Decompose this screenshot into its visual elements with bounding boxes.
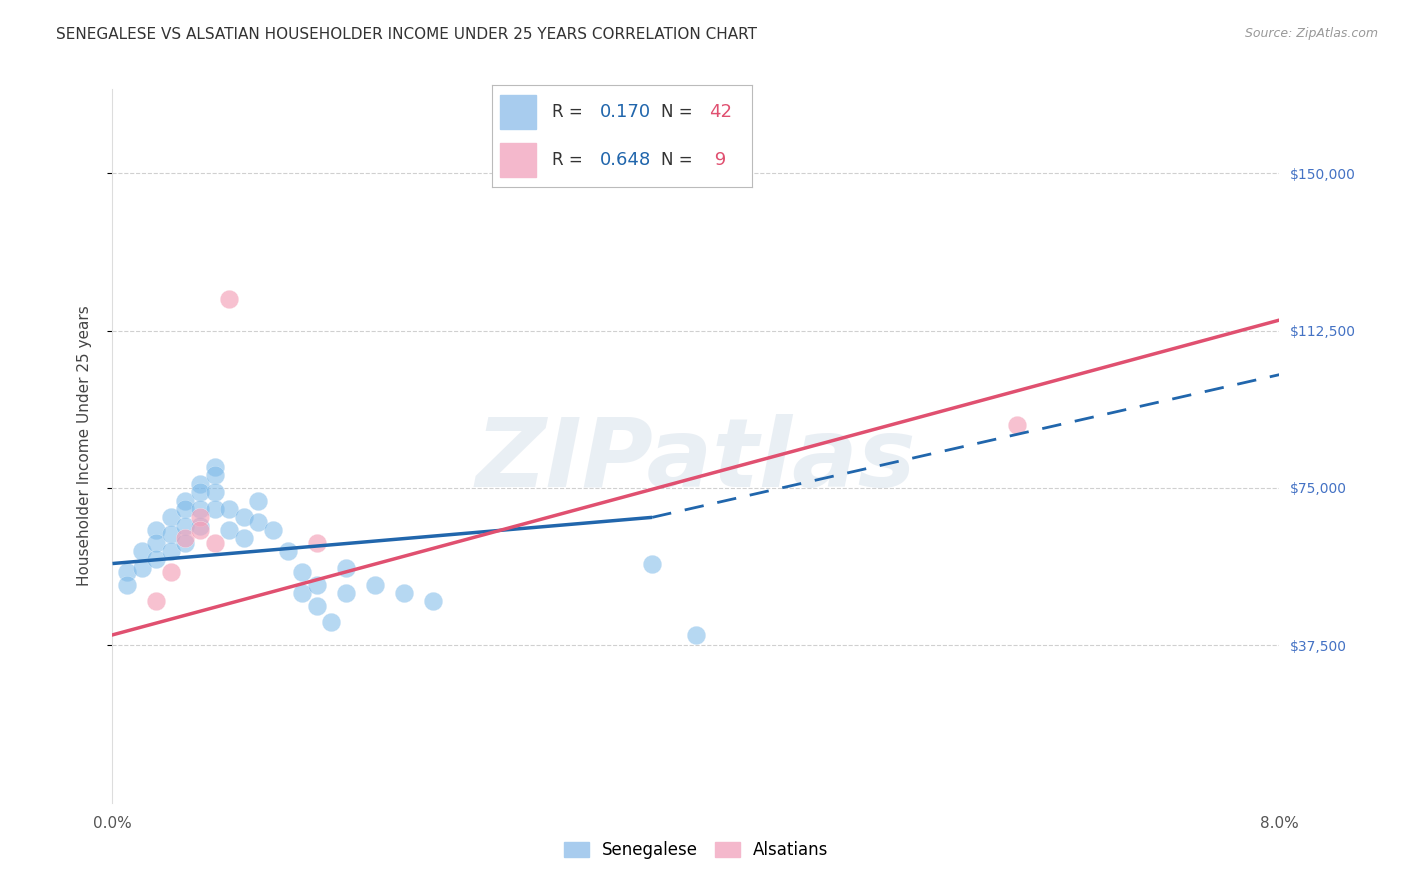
Point — [685, 628, 707, 642]
Point — [232, 510, 254, 524]
Point — [160, 527, 183, 541]
Y-axis label: Householder Income Under 25 years: Householder Income Under 25 years — [77, 306, 91, 586]
Text: N =: N = — [661, 151, 697, 169]
Point — [174, 535, 197, 549]
Text: 9: 9 — [709, 151, 727, 169]
Point — [1005, 417, 1028, 432]
Point — [204, 535, 226, 549]
Point — [188, 485, 211, 500]
Text: ZIPatlas: ZIPatlas — [475, 414, 917, 507]
FancyBboxPatch shape — [501, 95, 536, 128]
Point — [145, 535, 167, 549]
Legend: Senegalese, Alsatians: Senegalese, Alsatians — [557, 835, 835, 866]
Point — [218, 523, 240, 537]
Point — [305, 577, 328, 591]
Point — [204, 468, 226, 483]
Point — [204, 460, 226, 475]
Point — [188, 502, 211, 516]
Point — [204, 502, 226, 516]
Point — [364, 577, 387, 591]
Text: R =: R = — [553, 103, 588, 121]
Point — [145, 523, 167, 537]
Point — [321, 615, 343, 630]
Point — [174, 518, 197, 533]
Point — [115, 577, 138, 591]
Point — [174, 532, 197, 546]
FancyBboxPatch shape — [501, 144, 536, 177]
Text: 0.170: 0.170 — [600, 103, 651, 121]
Point — [232, 532, 254, 546]
Point — [305, 599, 328, 613]
Point — [276, 544, 298, 558]
Point — [160, 565, 183, 579]
Point — [262, 523, 284, 537]
Text: 0.648: 0.648 — [600, 151, 651, 169]
Point — [422, 594, 444, 608]
Point — [131, 560, 153, 574]
Point — [247, 493, 270, 508]
Text: R =: R = — [553, 151, 588, 169]
Point — [218, 292, 240, 306]
Point — [160, 544, 183, 558]
Text: Source: ZipAtlas.com: Source: ZipAtlas.com — [1244, 27, 1378, 40]
Point — [335, 586, 357, 600]
Text: 42: 42 — [709, 103, 733, 121]
Point — [291, 586, 314, 600]
Point — [145, 594, 167, 608]
Point — [145, 552, 167, 566]
Point — [188, 518, 211, 533]
Point — [115, 565, 138, 579]
Point — [204, 485, 226, 500]
Point — [291, 565, 314, 579]
Point — [641, 557, 664, 571]
Point — [394, 586, 416, 600]
Point — [218, 502, 240, 516]
Point — [131, 544, 153, 558]
Point — [188, 476, 211, 491]
Text: SENEGALESE VS ALSATIAN HOUSEHOLDER INCOME UNDER 25 YEARS CORRELATION CHART: SENEGALESE VS ALSATIAN HOUSEHOLDER INCOM… — [56, 27, 758, 42]
Text: N =: N = — [661, 103, 697, 121]
Point — [174, 502, 197, 516]
Point — [305, 535, 328, 549]
Point — [160, 510, 183, 524]
Point — [188, 510, 211, 524]
Point — [335, 560, 357, 574]
Point — [247, 515, 270, 529]
Point — [188, 523, 211, 537]
Point — [174, 493, 197, 508]
